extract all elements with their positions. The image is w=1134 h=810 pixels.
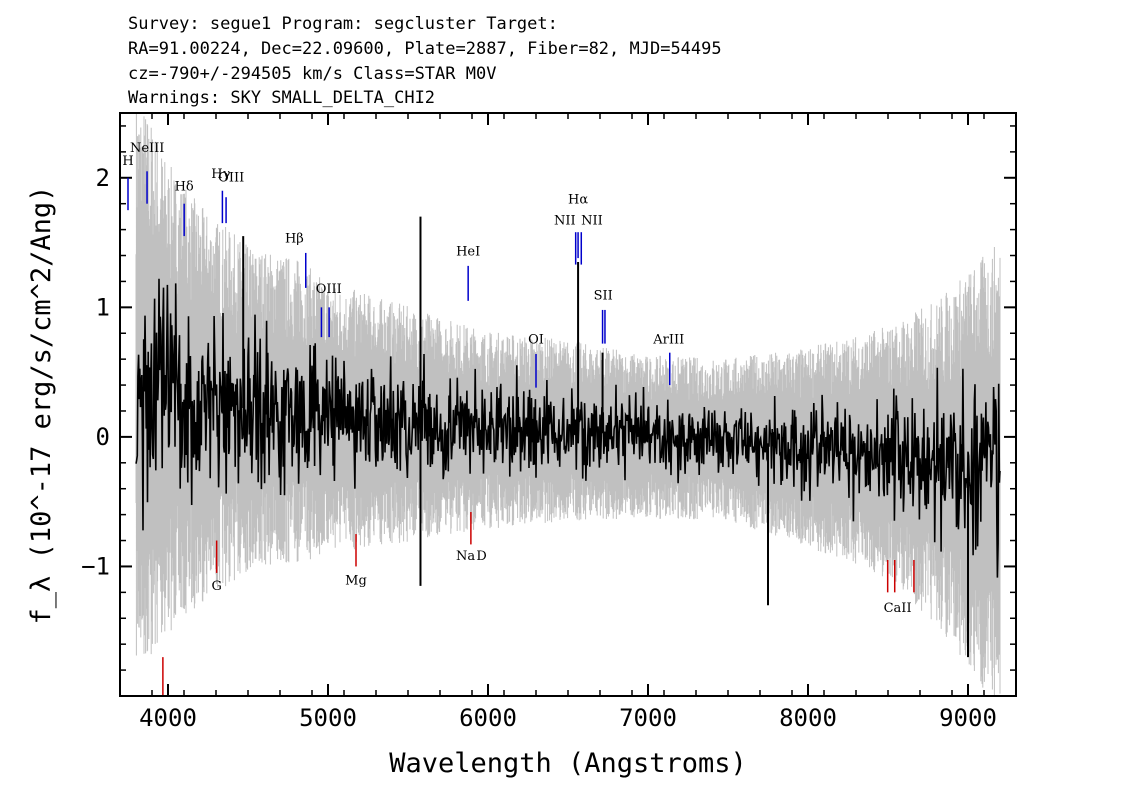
x-tick-label: 4000 bbox=[139, 704, 197, 732]
line-label-8: OI bbox=[528, 333, 544, 348]
line-label-17: D bbox=[476, 549, 486, 564]
flux-series bbox=[135, 278, 1001, 578]
x-axis-label: Wavelength (Angstroms) bbox=[389, 748, 747, 779]
plot-area bbox=[135, 113, 1001, 696]
line-label-14: G bbox=[211, 579, 221, 594]
x-tick-label: 5000 bbox=[299, 704, 357, 732]
axes-ticks: 4000 5000 6000 7000 8000 9000 −1 0 1 2 bbox=[81, 113, 1017, 732]
x-tick-label: 7000 bbox=[619, 704, 677, 732]
header-line-3: cz=-790+/-294505 km/s Class=STAR M0V bbox=[128, 64, 496, 84]
line-label-6: OIII bbox=[316, 282, 342, 297]
y-tick-label: 1 bbox=[96, 293, 110, 321]
x-tick-label: 8000 bbox=[779, 704, 837, 732]
y-tick-label: 2 bbox=[96, 164, 110, 192]
line-label-4: OIII bbox=[218, 171, 244, 186]
x-tick-label: 6000 bbox=[459, 704, 517, 732]
line-labels: HNeIIIHδHγOIIIHβOIIIHeIOINIIHαNIISIIArII… bbox=[122, 141, 915, 696]
line-label-10: Hα bbox=[568, 193, 588, 208]
line-label-5: Hβ bbox=[285, 232, 304, 247]
line-label-11: NII bbox=[581, 213, 603, 228]
line-label-2: Hδ bbox=[175, 180, 194, 195]
y-axis-label: f_λ (10^-17 erg/s/cm^2/Ang) bbox=[26, 186, 57, 625]
line-label-12: SII bbox=[594, 289, 613, 304]
line-label-16: Na bbox=[456, 549, 475, 564]
line-label-3: Hγ bbox=[211, 167, 230, 182]
line-label-7: HeI bbox=[456, 245, 480, 260]
header-line-2: RA=91.00224, Dec=22.09600, Plate=2887, F… bbox=[128, 39, 722, 59]
x-tick-label: 9000 bbox=[939, 704, 997, 732]
line-label-0: H bbox=[122, 154, 133, 169]
line-label-1: NeIII bbox=[130, 141, 164, 156]
line-label-13: ArIII bbox=[652, 333, 684, 348]
plot-frame bbox=[119, 112, 1017, 697]
y-tick-label: −1 bbox=[81, 552, 110, 580]
header-line-4: Warnings: SKY SMALL_DELTA_CHI2 bbox=[128, 88, 435, 108]
y-tick-label: 0 bbox=[96, 423, 110, 451]
header-line-1: Survey: segue1 Program: segcluster Targe… bbox=[128, 14, 558, 34]
line-label-18: CaII bbox=[884, 601, 912, 616]
line-label-9: NII bbox=[554, 213, 576, 228]
line-label-15: Mg bbox=[345, 574, 367, 589]
